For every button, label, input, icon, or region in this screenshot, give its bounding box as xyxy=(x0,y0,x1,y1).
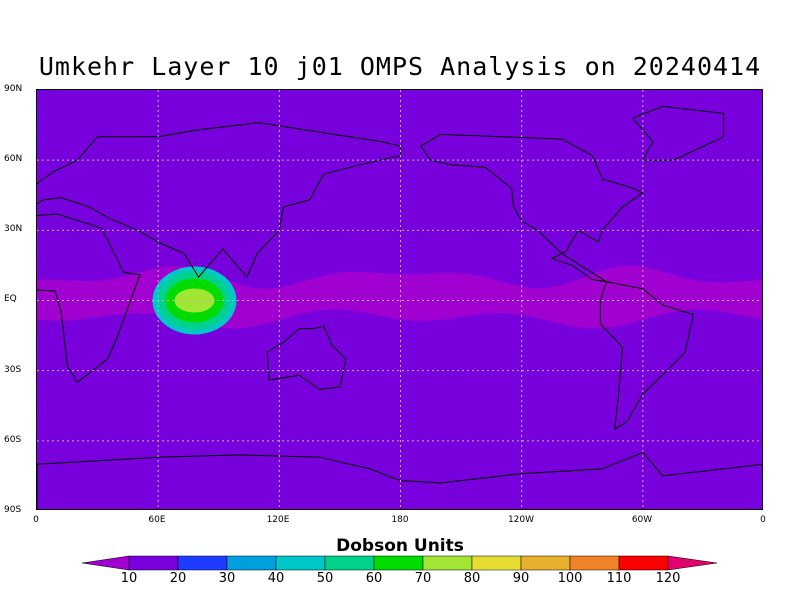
lon-label-0-west: 0 xyxy=(33,515,39,525)
legend-tick-label: 110 xyxy=(606,571,632,586)
legend-tick-label: 90 xyxy=(512,571,530,586)
legend-tick-label: 70 xyxy=(414,571,432,586)
legend-tick-label: 80 xyxy=(463,571,481,586)
legend-swatch-2 xyxy=(177,555,228,571)
legend-tick-label: 10 xyxy=(120,571,138,586)
lat-label-30s: 30S xyxy=(4,365,22,375)
legend-swatch-8 xyxy=(471,555,522,571)
coastline-5 xyxy=(631,105,725,161)
legend-swatch-1 xyxy=(128,555,179,571)
lon-label-60w: 60W xyxy=(631,515,653,525)
lon-label-120w: 120W xyxy=(507,515,535,525)
lat-label-30n: 30N xyxy=(4,224,23,234)
coastline-0 xyxy=(37,213,141,384)
legend-tick-label: 120 xyxy=(655,571,681,586)
lat-label-60n: 60N xyxy=(4,154,23,164)
lon-label-60e: 60E xyxy=(148,515,166,525)
south-band-10 xyxy=(37,309,762,509)
anomaly-0-ring-70 xyxy=(174,288,215,313)
lat-label-eq: EQ xyxy=(4,294,17,304)
ozone-field xyxy=(37,90,762,509)
legend-swatch-3 xyxy=(226,555,277,571)
legend-swatch-6 xyxy=(373,555,424,571)
legend-arrow-high xyxy=(667,555,718,571)
legend-arrow-low xyxy=(81,555,130,571)
lon-label-0-east: 0 xyxy=(760,515,766,525)
lon-label-180: 180 xyxy=(391,515,409,525)
legend-swatch-4 xyxy=(275,555,326,571)
legend-tick-label: 60 xyxy=(365,571,383,586)
legend-tick-label: 30 xyxy=(218,571,236,586)
legend-swatch-5 xyxy=(324,555,375,571)
legend-title: Dobson Units xyxy=(336,536,464,556)
legend-tick-label: 100 xyxy=(557,571,583,586)
legend-swatch-7 xyxy=(422,555,473,571)
legend-tick-label: 40 xyxy=(267,571,285,586)
coastline-3 xyxy=(419,133,644,283)
color-legend xyxy=(81,555,718,571)
lon-label-120e: 120E xyxy=(266,515,290,525)
north-band-10 xyxy=(37,90,762,289)
lat-label-90s: 90S xyxy=(4,505,22,515)
coastline-4 xyxy=(599,281,694,431)
lat-label-90n: 90N xyxy=(4,84,23,94)
coastline-2 xyxy=(266,325,347,390)
legend-swatch-9 xyxy=(520,555,571,571)
legend-swatch-11 xyxy=(618,555,669,571)
legend-tick-label: 20 xyxy=(169,571,187,586)
lat-label-60s: 60S xyxy=(4,435,22,445)
legend-tick-label: 50 xyxy=(316,571,334,586)
ozone-map xyxy=(36,89,763,510)
coastline-6 xyxy=(37,451,762,509)
map-title: Umkehr Layer 10 j01 OMPS Analysis on 202… xyxy=(38,52,762,81)
legend-swatch-10 xyxy=(569,555,620,571)
